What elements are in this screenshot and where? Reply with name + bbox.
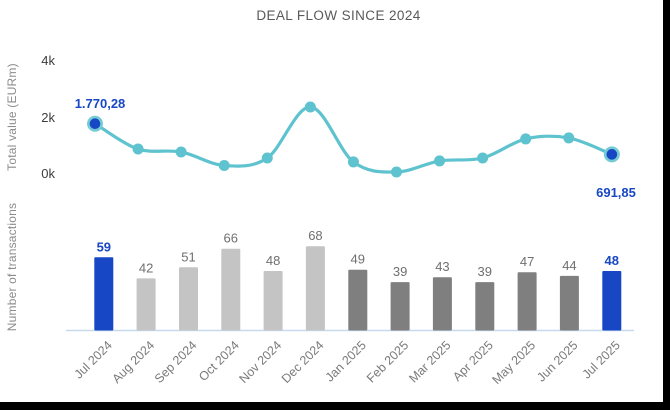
bar-value-jul-2024: 59 <box>97 239 111 254</box>
y-tick-4k: 4k <box>41 53 55 68</box>
point-sep-2024[interactable] <box>175 146 187 158</box>
line-y-axis-title: Total value (EURm) <box>5 63 19 171</box>
point-mar-2025[interactable] <box>434 155 446 167</box>
bar-value-jul-2025: 48 <box>605 253 619 268</box>
bar-value-aug-2024: 42 <box>139 260 153 275</box>
last-point-value-label: 691,85 <box>596 185 636 200</box>
deal-flow-chart: Total value (EURm) Number of transaction… <box>5 53 636 387</box>
bar-jan-2025[interactable] <box>348 269 368 331</box>
bar-y-axis-title: Number of transactions <box>5 203 19 331</box>
chart-title: DEAL FLOW SINCE 2024 <box>256 8 421 23</box>
line-series <box>87 101 620 178</box>
x-label-nov-2024: Nov 2024 <box>237 338 285 386</box>
bar-value-may-2025: 47 <box>520 254 534 269</box>
x-label-jul-2025: Jul 2025 <box>580 338 623 381</box>
bar-value-nov-2024: 48 <box>266 253 280 268</box>
bar-mar-2025[interactable] <box>432 277 452 331</box>
x-label-may-2025: May 2025 <box>489 338 538 387</box>
x-label-jun-2025: Jun 2025 <box>534 338 580 384</box>
bar-value-oct-2024: 66 <box>224 231 238 246</box>
point-dec-2024[interactable] <box>304 101 316 113</box>
bar-nov-2024[interactable] <box>263 271 283 331</box>
bar-sep-2024[interactable] <box>179 267 198 331</box>
bar-jul-2025[interactable] <box>602 271 622 331</box>
x-label-aug-2024: Aug 2024 <box>109 338 157 386</box>
bar-value-jan-2025: 49 <box>351 252 365 267</box>
point-jul-2025[interactable] <box>606 149 618 160</box>
bar-value-mar-2025: 43 <box>435 259 449 274</box>
bar-series: 59 42 51 66 48 68 49 39 43 39 47 44 48 <box>94 228 622 331</box>
point-apr-2025[interactable] <box>477 152 489 164</box>
y-tick-2k: 2k <box>41 110 55 125</box>
point-jul-2024[interactable] <box>89 118 101 130</box>
x-label-jul-2024: Jul 2024 <box>72 338 115 381</box>
bar-value-apr-2025: 39 <box>478 264 492 279</box>
bar-jul-2024[interactable] <box>94 257 114 331</box>
x-label-mar-2025: Mar 2025 <box>406 338 453 385</box>
x-label-dec-2024: Dec 2024 <box>279 338 327 386</box>
y-tick-0k: 0k <box>41 166 55 181</box>
bar-value-feb-2025: 39 <box>393 264 407 279</box>
bar-may-2025[interactable] <box>517 272 537 331</box>
bar-dec-2024[interactable] <box>305 246 325 331</box>
x-label-jan-2025: Jan 2025 <box>323 338 369 384</box>
bar-jun-2025[interactable] <box>559 275 579 331</box>
x-label-oct-2024: Oct 2024 <box>196 338 242 384</box>
bar-apr-2025[interactable] <box>475 282 495 331</box>
point-jun-2025[interactable] <box>563 132 575 144</box>
bar-value-jun-2025: 44 <box>562 258 576 273</box>
point-oct-2024[interactable] <box>218 159 230 171</box>
x-label-feb-2025: Feb 2025 <box>364 338 411 385</box>
bar-oct-2024[interactable] <box>221 248 241 331</box>
first-point-value-label: 1.770,28 <box>75 96 126 111</box>
chart-panel: DEAL FLOW SINCE 2024 Total value (EURm) … <box>0 0 663 402</box>
point-aug-2024[interactable] <box>132 143 144 155</box>
point-feb-2025[interactable] <box>390 166 402 178</box>
point-nov-2024[interactable] <box>261 152 273 164</box>
x-label-sep-2024: Sep 2024 <box>152 338 200 386</box>
bar-feb-2025[interactable] <box>390 282 410 331</box>
point-may-2025[interactable] <box>520 133 532 145</box>
bar-value-sep-2024: 51 <box>181 249 195 264</box>
bar-value-dec-2024: 68 <box>308 228 322 243</box>
bar-aug-2024[interactable] <box>136 278 156 331</box>
point-jan-2025[interactable] <box>347 156 359 168</box>
